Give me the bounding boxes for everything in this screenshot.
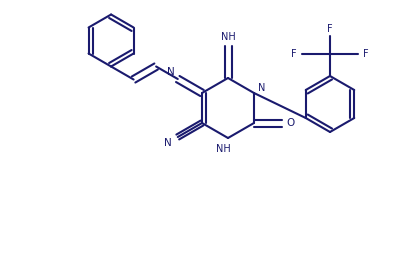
Text: F: F — [327, 24, 333, 34]
Text: O: O — [287, 118, 295, 128]
Text: N: N — [258, 83, 266, 93]
Text: N: N — [167, 67, 175, 77]
Text: F: F — [363, 49, 369, 59]
Text: F: F — [291, 49, 297, 59]
Text: NH: NH — [216, 144, 230, 154]
Text: N: N — [164, 138, 172, 148]
Text: NH: NH — [221, 32, 235, 42]
